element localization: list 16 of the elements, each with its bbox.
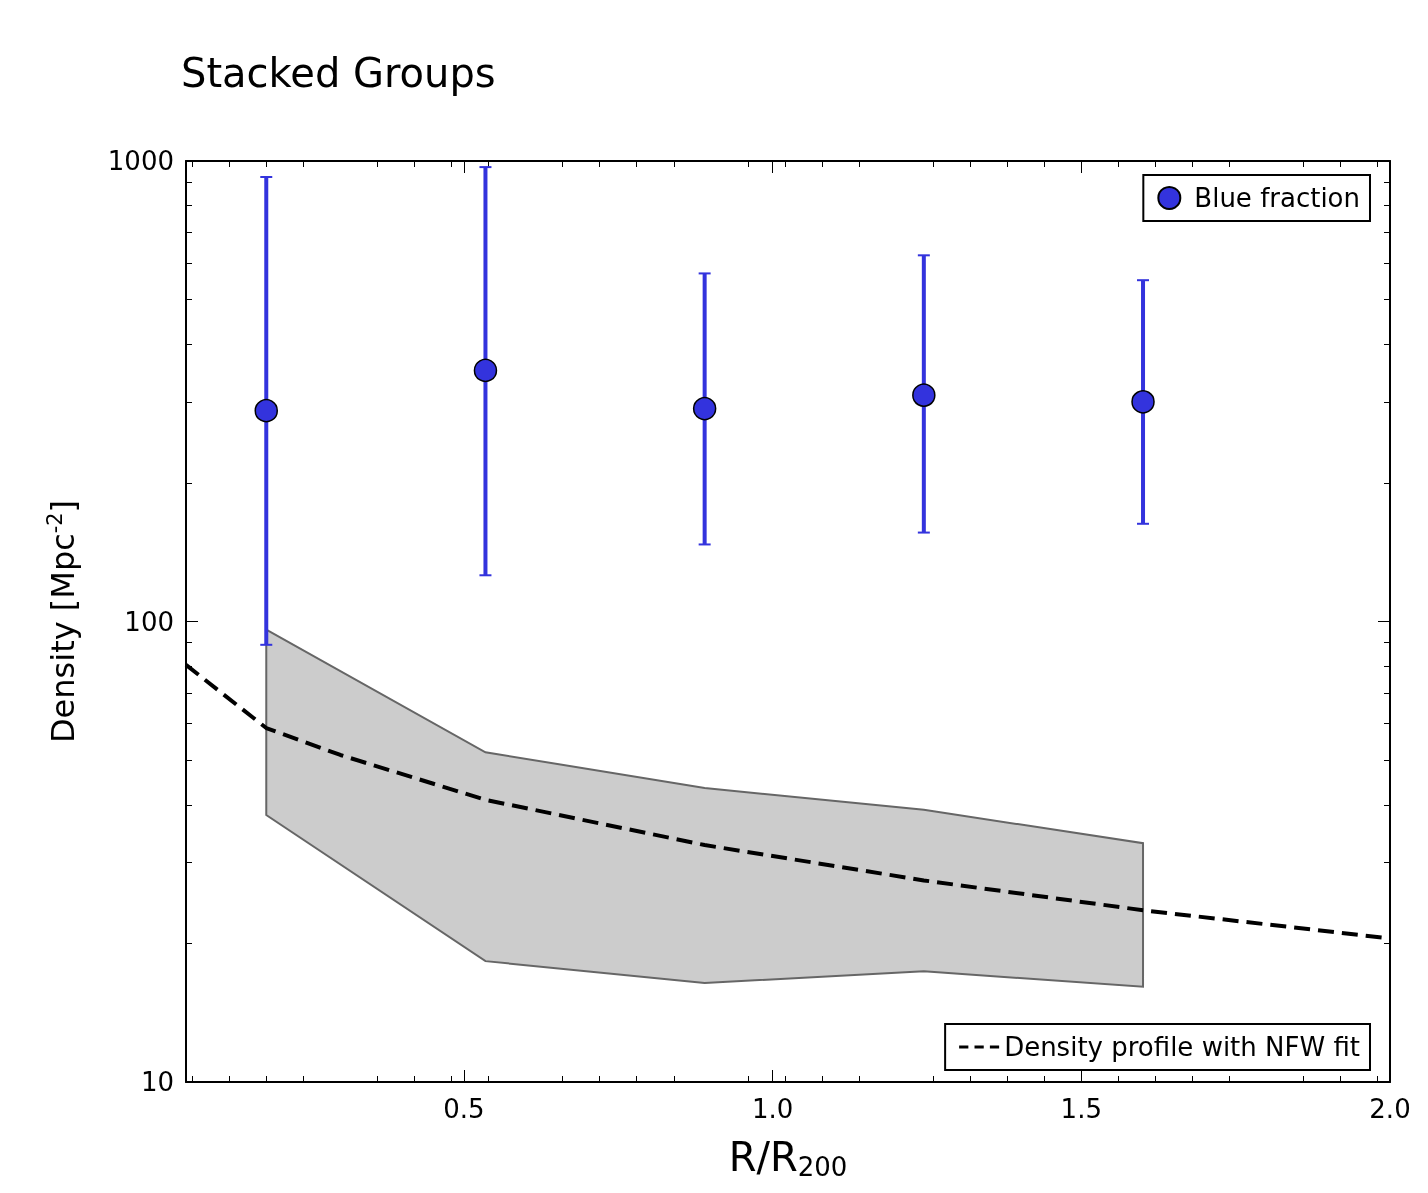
legend-label: Density profile with NFW fit (1004, 1032, 1360, 1062)
y-tick-label: 1000 (107, 146, 174, 176)
point (692, 396, 717, 421)
x-tick-label: 1.5 (1060, 1094, 1102, 1124)
x-tick-label: 1.0 (751, 1094, 794, 1124)
point (473, 358, 498, 383)
point (912, 383, 936, 407)
y-tick-label: 10 (140, 1067, 174, 1097)
x-tick-label: 2.0 (1369, 1094, 1411, 1124)
y-tick-label: 100 (124, 606, 174, 637)
chart-title: Stacked Groups (181, 50, 496, 96)
point (254, 398, 279, 423)
point (1131, 390, 1155, 414)
x-tick-label: 0.5 (443, 1094, 485, 1124)
y-axis-title: Density [Mpc-2] (42, 499, 82, 744)
legend-label: Blue fraction (1194, 183, 1361, 213)
